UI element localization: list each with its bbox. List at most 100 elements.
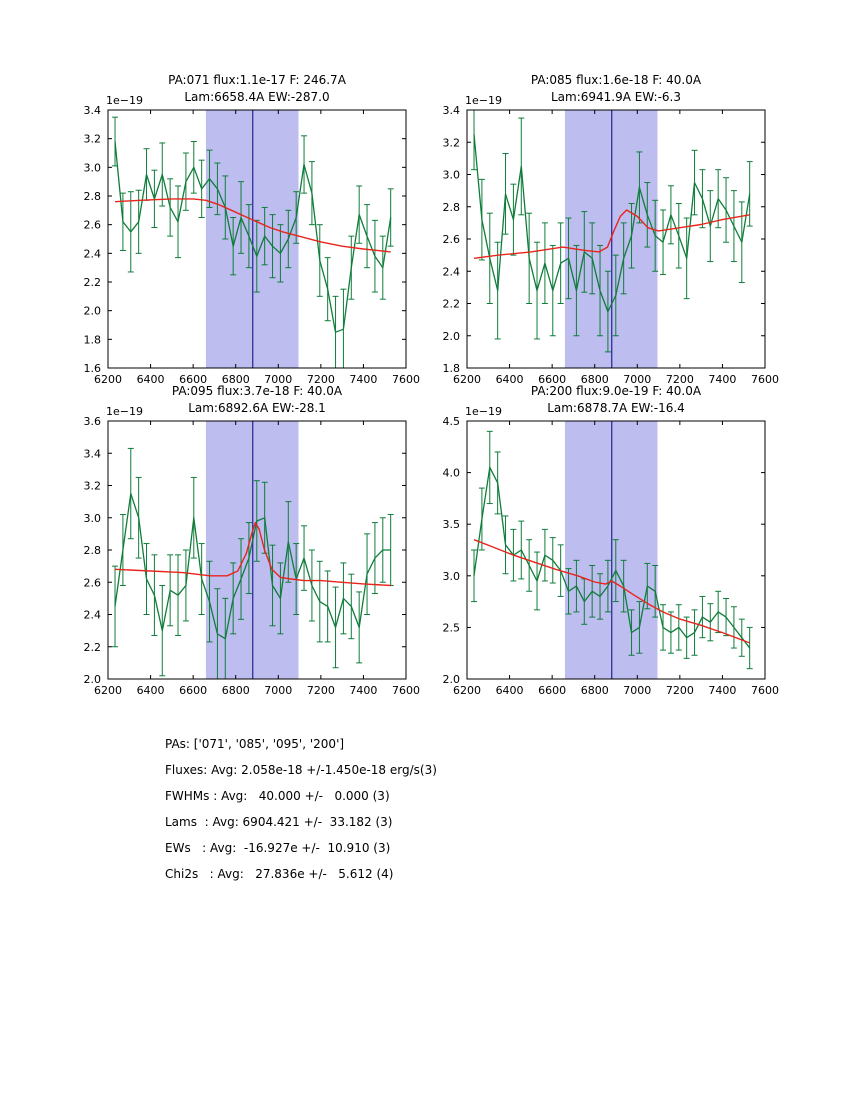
y-tick-label: 2.4 bbox=[84, 609, 102, 622]
y-tick-label: 2.2 bbox=[84, 276, 102, 289]
y-tick-label: 4.5 bbox=[443, 415, 461, 428]
y-tick-label: 4.0 bbox=[443, 467, 461, 480]
spectrum-series bbox=[471, 430, 753, 670]
x-tick-label: 7000 bbox=[264, 373, 292, 386]
stats-line-pas: PAs: ['071', '085', '095', '200'] bbox=[165, 737, 345, 751]
chart-title-line2: Lam:6892.6A EW:-28.1 bbox=[188, 401, 326, 415]
x-tick-label: 7600 bbox=[392, 684, 420, 697]
y-tick-label: 3.5 bbox=[443, 518, 461, 531]
x-tick-label: 7400 bbox=[708, 684, 736, 697]
chart-title-line1: PA:085 flux:1.6e-18 F: 40.0A bbox=[531, 73, 702, 87]
y-tick-label: 2.8 bbox=[443, 201, 461, 214]
chart-pa071: 6200 6400 6600 6800 7000 7200 7400 7600 1.6 1.8 2.… bbox=[84, 73, 421, 386]
x-tick-label: 6200 bbox=[453, 684, 481, 697]
x-tick-label: 6400 bbox=[137, 373, 165, 386]
x-tick-label: 6600 bbox=[179, 684, 207, 697]
y-tick-label: 3.4 bbox=[84, 447, 102, 460]
x-tick-label: 6600 bbox=[538, 684, 566, 697]
y-axis-offset-label: 1e−19 bbox=[106, 94, 143, 107]
x-tick-label: 7600 bbox=[751, 684, 779, 697]
axes-frame bbox=[466, 420, 766, 680]
y-tick-label: 2.0 bbox=[84, 305, 102, 318]
y-tick-label: 3.0 bbox=[84, 512, 102, 525]
y-tick-label: 1.8 bbox=[84, 333, 102, 346]
y-tick-label: 3.0 bbox=[443, 570, 461, 583]
x-tick-label: 7200 bbox=[307, 373, 335, 386]
y-tick-label: 3.4 bbox=[84, 104, 102, 117]
spectrum-series bbox=[112, 447, 394, 679]
fit-line bbox=[114, 198, 391, 253]
x-tick-label: 7000 bbox=[623, 684, 651, 697]
fit-line bbox=[473, 539, 750, 644]
x-tick-label: 7600 bbox=[751, 373, 779, 386]
y-tick-label: 3.6 bbox=[84, 415, 102, 428]
y-axis-offset-label: 1e−19 bbox=[465, 94, 502, 107]
chart-title-line2: Lam:6941.9A EW:-6.3 bbox=[551, 90, 681, 104]
y-tick-label: 2.2 bbox=[443, 298, 461, 311]
y-tick-label: 3.2 bbox=[84, 480, 102, 493]
x-tick-label: 6400 bbox=[137, 684, 165, 697]
x-tick-label: 7200 bbox=[666, 684, 694, 697]
x-tick-label: 7200 bbox=[307, 684, 335, 697]
chart-title-line1: PA:071 flux:1.1e-17 F: 246.7A bbox=[168, 73, 347, 87]
x-tick-label: 7600 bbox=[392, 373, 420, 386]
stats-line-chi2s: Chi2s : Avg: 27.836e +/- 5.612 (4) bbox=[165, 867, 394, 881]
x-tick-label: 7400 bbox=[349, 684, 377, 697]
y-tick-label: 2.6 bbox=[443, 233, 461, 246]
x-tick-label: 7400 bbox=[349, 373, 377, 386]
y-axis-offset-label: 1e−19 bbox=[465, 405, 502, 418]
chart-title-line1: PA:200 flux:9.0e-19 F: 40.0A bbox=[531, 384, 702, 398]
chart-pa095: 6200 6400 6600 6800 7000 7200 7400 7600 2.0 2.2 2.… bbox=[84, 384, 421, 697]
x-tick-label: 6800 bbox=[222, 373, 250, 386]
y-tick-label: 2.6 bbox=[84, 219, 102, 232]
x-tick-label: 7000 bbox=[264, 684, 292, 697]
chart-title-line1: PA:095 flux:3.7e-18 F: 40.0A bbox=[172, 384, 343, 398]
y-tick-label: 3.2 bbox=[84, 133, 102, 146]
chart-title-line2: Lam:6878.7A EW:-16.4 bbox=[547, 401, 685, 415]
x-tick-label: 7400 bbox=[708, 373, 736, 386]
stats-line-ews: EWs : Avg: -16.927e +/- 10.910 (3) bbox=[165, 841, 391, 855]
y-tick-label: 2.0 bbox=[443, 673, 461, 686]
y-tick-label: 3.4 bbox=[443, 104, 461, 117]
y-tick-label: 2.8 bbox=[84, 190, 102, 203]
chart-pa085: 6200 6400 6600 6800 7000 7200 7400 7600 1.8 2.0 2.… bbox=[443, 73, 780, 386]
stats-line-fluxes: Fluxes: Avg: 2.058e-18 +/-1.450e-18 erg/… bbox=[165, 763, 437, 777]
y-tick-label: 2.0 bbox=[84, 673, 102, 686]
x-tick-label: 6200 bbox=[453, 373, 481, 386]
y-tick-label: 2.5 bbox=[443, 621, 461, 634]
x-tick-label: 6400 bbox=[496, 684, 524, 697]
chart-panel-pa200: 6200 6400 6600 6800 7000 7200 7400 7600 2.0 2.5 3.… bbox=[419, 379, 780, 709]
x-tick-label: 6200 bbox=[94, 373, 122, 386]
x-tick-label: 6600 bbox=[538, 373, 566, 386]
spectrum-series bbox=[112, 116, 394, 368]
chart-panel-pa095: 6200 6400 6600 6800 7000 7200 7400 7600 2.0 2.2 2.… bbox=[60, 379, 421, 709]
x-tick-label: 6800 bbox=[222, 684, 250, 697]
x-tick-label: 6600 bbox=[179, 373, 207, 386]
y-tick-label: 2.8 bbox=[84, 544, 102, 557]
y-tick-label: 2.4 bbox=[443, 265, 461, 278]
x-tick-label: 7000 bbox=[623, 373, 651, 386]
fit-line bbox=[473, 209, 750, 259]
y-tick-label: 1.6 bbox=[84, 362, 102, 375]
y-tick-label: 3.0 bbox=[84, 161, 102, 174]
axes-frame bbox=[107, 109, 407, 369]
x-tick-label: 6400 bbox=[496, 373, 524, 386]
spectrum-series bbox=[471, 110, 753, 353]
y-tick-label: 1.8 bbox=[443, 362, 461, 375]
y-tick-label: 3.0 bbox=[443, 169, 461, 182]
y-tick-label: 2.0 bbox=[443, 330, 461, 343]
y-tick-label: 2.2 bbox=[84, 641, 102, 654]
y-tick-label: 2.6 bbox=[84, 576, 102, 589]
x-tick-label: 6800 bbox=[581, 373, 609, 386]
x-tick-label: 7200 bbox=[666, 373, 694, 386]
fit-line bbox=[114, 521, 391, 587]
chart-panel-pa085: 6200 6400 6600 6800 7000 7200 7400 7600 1.8 2.0 2.… bbox=[419, 68, 780, 398]
y-tick-label: 2.4 bbox=[84, 247, 102, 260]
summary-stats-block: PAs: ['071', '085', '095', '200'] Fluxes… bbox=[165, 737, 437, 893]
chart-title-line2: Lam:6658.4A EW:-287.0 bbox=[184, 90, 329, 104]
stats-line-fwhms: FWHMs : Avg: 40.000 +/- 0.000 (3) bbox=[165, 789, 390, 803]
chart-pa200: 6200 6400 6600 6800 7000 7200 7400 7600 2.0 2.5 3.… bbox=[443, 384, 780, 697]
chart-panel-pa071: 6200 6400 6600 6800 7000 7200 7400 7600 1.6 1.8 2.… bbox=[60, 68, 421, 398]
stats-line-lams: Lams : Avg: 6904.421 +/- 33.182 (3) bbox=[165, 815, 393, 829]
